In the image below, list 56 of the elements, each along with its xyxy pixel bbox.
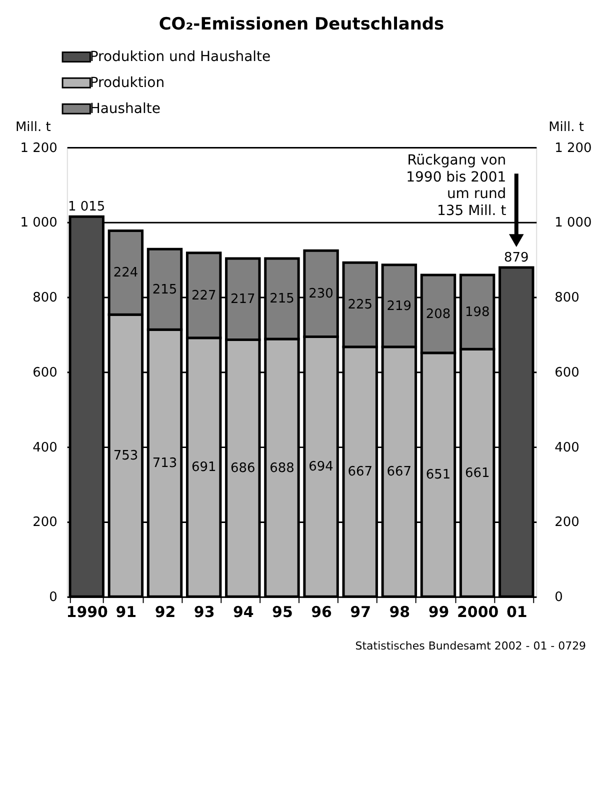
data-label: 198 [464,305,490,320]
y2-tick-label: 1 200 [554,140,592,156]
data-label: 667 [348,464,372,480]
data-label: 224 [113,266,138,281]
x-tick-label: 98 [389,603,410,622]
y2-tick-label: 0 [554,590,563,606]
data-label: 215 [270,292,294,307]
y2-tick-label: 800 [554,290,580,306]
data-label: 661 [464,466,490,481]
data-label: 879 [504,250,529,266]
legend-label: Produktion und Haushalte [90,48,271,65]
y-tick-label: 1 200 [20,140,58,156]
text: Statistisches Bundesamt 2002 - 01 - 0729 [355,639,586,652]
y-tick-label: 400 [32,440,58,456]
x-tick-label: 97 [350,603,372,622]
y2-tick-label: 1 000 [554,216,592,231]
x-tick-label: 1990 [66,603,108,622]
y-axis-title: Mill. t [15,120,51,135]
y-tick-label: 1 000 [20,216,58,231]
data-label: 230 [308,286,334,302]
data-label: 713 [152,456,178,472]
y2-axis-title: Mill. t [548,120,584,135]
data-label: 219 [386,298,412,314]
x-tick-label: 96 [311,603,332,622]
x-tick-label: 94 [232,603,254,622]
data-label: 225 [348,298,372,313]
x-tick-label: 99 [428,603,450,622]
legend-label: Haushalte [90,100,160,117]
x-tick-label: 01 [506,603,528,622]
data-label: 667 [386,464,412,480]
data-label: 208 [426,306,451,322]
y2-tick-label: 400 [554,440,580,456]
chart-title: CO₂-Emissionen Deutschlands [158,14,444,34]
legend-label: Produktion [90,74,165,91]
y-tick-label: 0 [49,590,58,606]
data-label: 686 [230,461,256,476]
data-label: 217 [230,292,256,308]
y-tick-label: 600 [32,365,58,380]
x-tick-label: 92 [154,603,176,622]
y-tick-label: 800 [32,290,58,306]
data-label: 753 [113,448,138,464]
y2-tick-label: 200 [554,515,580,530]
x-tick-label: 2000 [456,603,499,622]
data-label: 691 [191,460,216,476]
x-tick-label: 93 [194,603,215,622]
data-label: 688 [270,460,294,476]
data-label: 215 [152,282,178,298]
y2-tick-label: 600 [554,365,580,380]
data-label: 694 [308,460,334,475]
x-tick-label: 95 [272,603,293,622]
x-tick-label: 91 [116,603,137,622]
data-label: 1 015 [68,200,106,215]
annotation: Rückgang von 1990 bis 2001 um rund 135 Mill. t [406,152,507,220]
data-label: 227 [191,288,216,304]
y-tick-label: 200 [32,515,58,530]
data-label: 651 [426,468,451,483]
